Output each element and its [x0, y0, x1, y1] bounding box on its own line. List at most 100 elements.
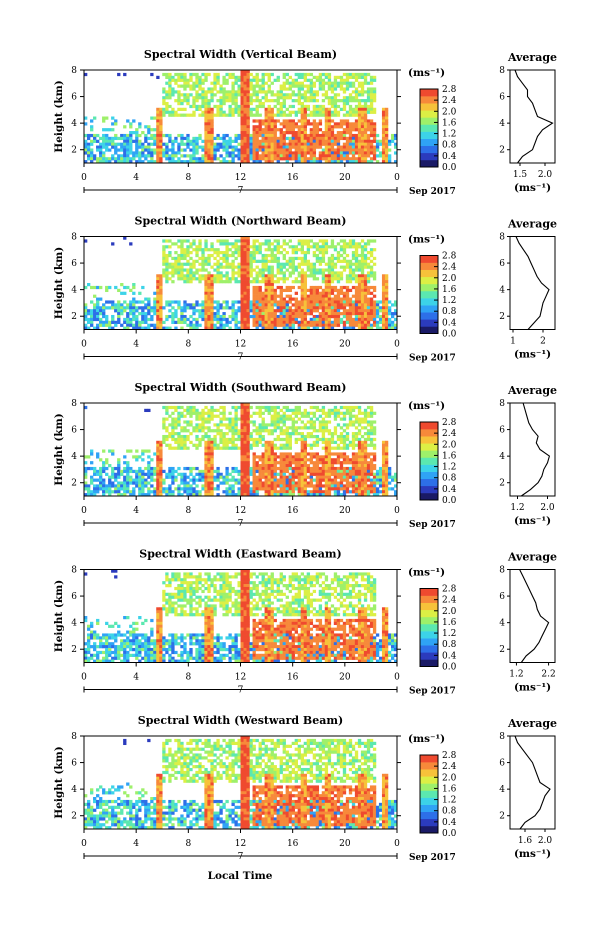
heatmap-cell [162, 87, 166, 91]
heatmap-cell [327, 297, 332, 301]
heatmap-cell [165, 274, 169, 278]
heatmap-cell [258, 285, 262, 290]
heatmap-cell [240, 107, 244, 111]
heatmap-cell [183, 248, 187, 252]
heatmap-cell [252, 443, 256, 447]
heatmap-cell [360, 306, 365, 310]
heatmap-cell [156, 277, 160, 281]
heatmap-cell [105, 466, 109, 471]
heatmap-cell [207, 136, 211, 141]
heatmap-cell [153, 303, 157, 307]
heatmap-cell [240, 119, 244, 123]
colorbar-unit: (ms⁻¹) [408, 234, 445, 246]
heatmap-cell [321, 271, 326, 275]
heatmap-cell [366, 300, 371, 304]
heatmap-cell [159, 283, 163, 287]
heatmap-cell [300, 320, 304, 324]
heatmap-cell [183, 72, 187, 77]
heatmap-cell [351, 262, 356, 266]
heatmap-cell [180, 253, 184, 258]
heatmap-cell [375, 160, 380, 164]
heatmap-cell [192, 239, 196, 243]
heatmap-cell [270, 142, 274, 146]
heatmap-cell [186, 423, 190, 427]
heatmap-cell [120, 493, 124, 497]
heatmap-cell [255, 151, 259, 155]
heatmap-cell [183, 320, 187, 324]
heatmap-cell [234, 110, 238, 114]
heatmap-cell [318, 262, 323, 266]
heatmap-cell [303, 306, 308, 310]
heatmap-cell [156, 314, 160, 319]
heatmap-cell [168, 84, 172, 88]
heatmap-cell [111, 466, 115, 471]
heatmap-cell [111, 472, 115, 476]
heatmap-cell [327, 125, 332, 129]
heatmap-cell [327, 268, 332, 272]
heatmap-cell [333, 256, 338, 261]
heatmap-cell [297, 309, 301, 313]
heatmap-cell [171, 107, 175, 111]
heatmap-cell [228, 136, 232, 141]
heatmap-cell [153, 300, 157, 304]
heatmap-cell [285, 87, 289, 91]
heatmap-cell [171, 145, 175, 149]
heatmap-cell [198, 490, 202, 494]
heatmap-cell [222, 423, 226, 427]
heatmap-cell [141, 151, 145, 155]
heatmap-cell [279, 87, 283, 91]
heatmap-cell [243, 297, 247, 301]
heatmap-cell [294, 133, 298, 138]
heatmap-cell [366, 326, 371, 330]
heatmap-cell [312, 294, 317, 298]
heatmap-cell [285, 142, 289, 146]
heatmap-cell [294, 320, 298, 324]
heatmap-cell [204, 133, 208, 138]
heatmap-cell [351, 128, 356, 132]
heatmap-cell [321, 317, 326, 322]
heatmap-cell [93, 487, 97, 491]
heatmap-cell [138, 475, 142, 479]
heatmap-cell [240, 253, 244, 258]
heatmap-cell [189, 72, 193, 77]
heatmap-cell [168, 110, 172, 114]
heatmap-cell [243, 72, 247, 77]
heatmap-cell [378, 309, 383, 313]
heatmap-cell [348, 131, 353, 135]
heatmap-cell [330, 314, 335, 319]
heatmap-cell [192, 493, 196, 497]
heatmap-cell [255, 487, 259, 491]
heatmap-cell [294, 84, 298, 88]
heatmap-cell [363, 303, 368, 307]
heatmap-cell [132, 283, 136, 287]
heatmap-cell [393, 312, 398, 316]
heatmap-cell [249, 420, 253, 424]
heatmap-cell [219, 90, 223, 94]
heatmap-cell [150, 306, 154, 310]
heatmap-cell [228, 75, 232, 80]
heatmap-cell [336, 323, 341, 327]
heatmap-cell [264, 291, 268, 295]
heatmap-cell [363, 145, 368, 149]
heatmap-cell [237, 253, 241, 258]
heatmap-cell [351, 242, 356, 246]
heatmap-cell [231, 160, 235, 164]
heatmap-cell [210, 157, 214, 161]
heatmap-cell [309, 87, 314, 91]
heatmap-cell [375, 320, 380, 324]
heatmap-cell [324, 251, 329, 255]
heatmap-cell [216, 306, 220, 310]
heatmap-cell [330, 277, 335, 281]
heatmap-cell [222, 326, 226, 330]
heatmap-cell [141, 458, 145, 462]
heatmap-cell [285, 242, 289, 246]
heatmap-cell [135, 142, 139, 146]
heatmap-cell [315, 136, 320, 141]
heatmap-cell [330, 99, 335, 103]
heatmap-cell [201, 110, 205, 114]
heatmap-cell [345, 75, 350, 80]
heatmap-cell [87, 151, 91, 155]
heatmap-cell [270, 248, 274, 252]
heatmap-cell [378, 320, 383, 324]
heatmap-cell [216, 312, 220, 316]
